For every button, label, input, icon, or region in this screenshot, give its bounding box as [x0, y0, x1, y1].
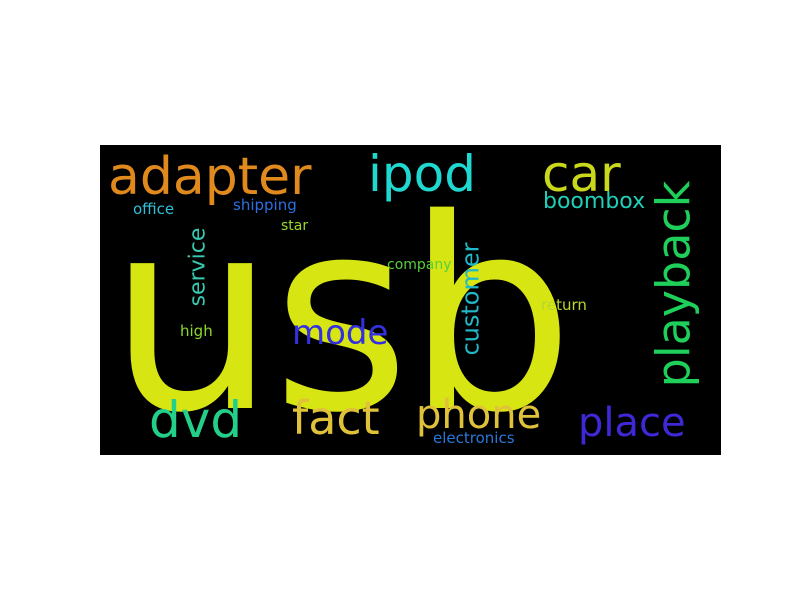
word-phone: phone [416, 392, 542, 438]
word-adapter: adapter [108, 147, 312, 207]
word-company: company [387, 257, 452, 273]
word-boombox: boombox [543, 189, 646, 214]
word-office: office [133, 200, 175, 218]
word-mode: mode [292, 313, 389, 353]
word-fact: fact [292, 391, 380, 445]
word-usb: usb [108, 163, 574, 455]
wordcloud-canvas: usb adapter ipod car playback boombox of… [100, 145, 721, 455]
word-playback: playback [646, 180, 701, 388]
word-high: high [180, 322, 213, 340]
word-electronics: electronics [433, 429, 515, 447]
word-return: return [541, 296, 587, 314]
word-service: service [185, 227, 211, 307]
word-car: car [542, 145, 621, 203]
word-place: place [578, 400, 686, 446]
word-customer: customer [456, 242, 485, 356]
word-ipod: ipod [368, 145, 476, 203]
word-shipping: shipping [233, 196, 297, 214]
word-dvd: dvd [149, 391, 243, 449]
word-star: star [281, 218, 309, 234]
